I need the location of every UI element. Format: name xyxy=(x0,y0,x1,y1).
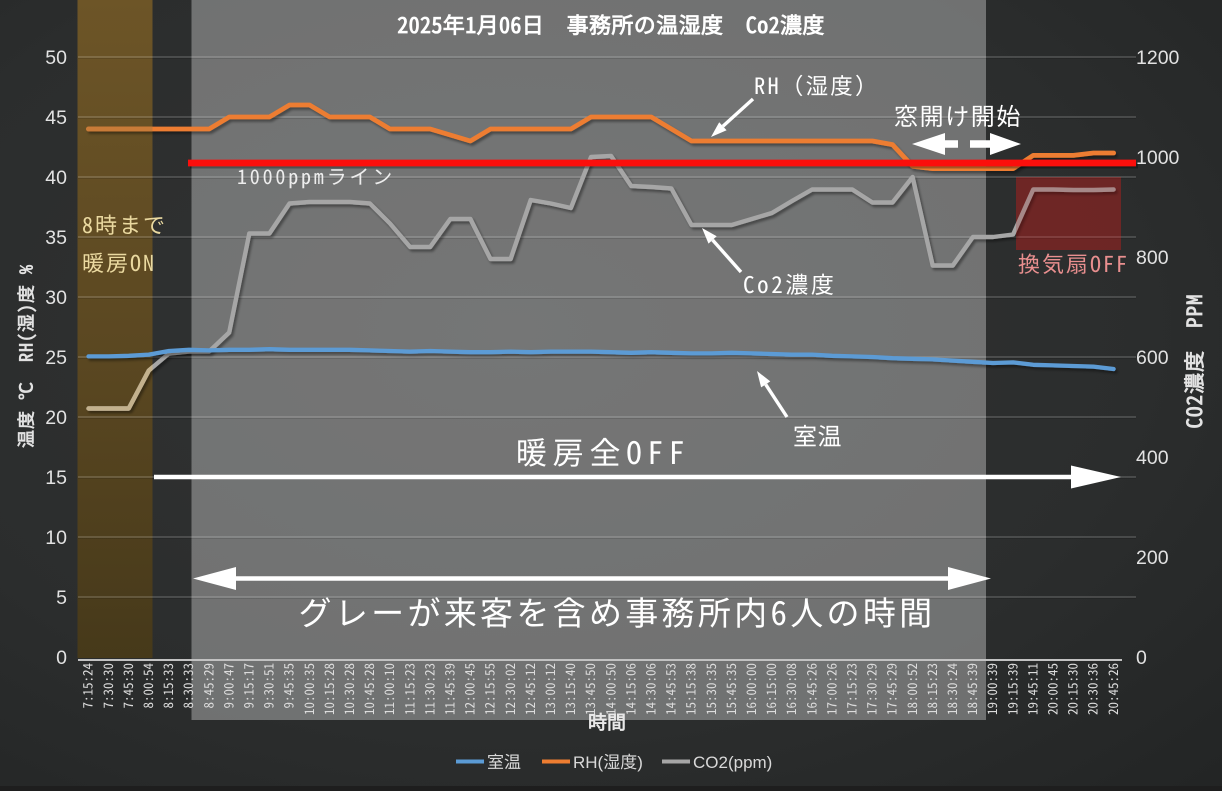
svg-text:1000ppmライン: 1000ppmライン xyxy=(237,161,395,190)
svg-text:600: 600 xyxy=(1136,347,1169,369)
svg-text:8:30:33: 8:30:33 xyxy=(178,663,197,709)
svg-text:13:00:12: 13:00:12 xyxy=(540,663,559,715)
svg-text:15:45:35: 15:45:35 xyxy=(721,663,740,715)
svg-text:13:45:50: 13:45:50 xyxy=(580,663,599,715)
svg-text:7:30:30: 7:30:30 xyxy=(98,663,117,709)
svg-text:9:45:35: 9:45:35 xyxy=(279,663,298,709)
svg-text:50: 50 xyxy=(45,47,67,69)
svg-text:10: 10 xyxy=(45,527,67,549)
svg-text:7:45:30: 7:45:30 xyxy=(118,663,137,709)
svg-text:14:30:06: 14:30:06 xyxy=(641,663,660,715)
svg-text:45: 45 xyxy=(45,107,67,129)
svg-text:暖房ON: 暖房ON xyxy=(82,246,156,278)
svg-text:20:45:26: 20:45:26 xyxy=(1103,663,1122,715)
svg-text:9:15:17: 9:15:17 xyxy=(239,663,258,709)
svg-text:グレーが来客を含め事務所内6人の時間: グレーが来客を含め事務所内6人の時間 xyxy=(299,587,936,635)
svg-text:窓開け開始: 窓開け開始 xyxy=(894,97,1022,132)
svg-text:15:15:38: 15:15:38 xyxy=(681,663,700,715)
svg-text:暖房全OFF: 暖房全OFF xyxy=(516,428,690,473)
svg-text:20:30:36: 20:30:36 xyxy=(1083,663,1102,715)
svg-text:17:45:29: 17:45:29 xyxy=(882,663,901,715)
svg-text:17:00:26: 17:00:26 xyxy=(821,663,840,715)
svg-text:9:30:51: 9:30:51 xyxy=(259,663,278,709)
svg-text:換気扇OFF: 換気扇OFF xyxy=(1018,247,1129,279)
svg-text:Co2濃度: Co2濃度 xyxy=(743,266,837,300)
svg-text:10:45:28: 10:45:28 xyxy=(359,663,378,715)
svg-text:14:45:53: 14:45:53 xyxy=(661,663,680,715)
svg-text:10:00:35: 10:00:35 xyxy=(299,663,318,715)
svg-text:1000: 1000 xyxy=(1136,147,1180,169)
svg-text:時間: 時間 xyxy=(588,708,626,735)
svg-text:11:45:39: 11:45:39 xyxy=(440,663,459,715)
svg-text:40: 40 xyxy=(45,167,67,189)
svg-text:11:00:10: 11:00:10 xyxy=(379,663,398,715)
svg-text:0: 0 xyxy=(1136,647,1147,669)
svg-text:35: 35 xyxy=(45,227,67,249)
svg-text:8:15:33: 8:15:33 xyxy=(158,663,177,709)
svg-text:12:30:02: 12:30:02 xyxy=(500,663,519,715)
svg-text:13:15:40: 13:15:40 xyxy=(560,663,579,715)
svg-text:17:15:23: 17:15:23 xyxy=(842,663,861,715)
svg-text:19:00:39: 19:00:39 xyxy=(982,663,1001,715)
svg-text:5: 5 xyxy=(56,587,67,609)
svg-text:20: 20 xyxy=(45,407,67,429)
svg-text:8:00:54: 8:00:54 xyxy=(138,663,157,709)
svg-text:RH(湿度): RH(湿度) xyxy=(573,753,643,772)
svg-text:7:15:24: 7:15:24 xyxy=(78,663,97,709)
svg-text:12:15:55: 12:15:55 xyxy=(480,663,499,715)
svg-text:19:15:39: 19:15:39 xyxy=(1002,663,1021,715)
svg-text:15:30:35: 15:30:35 xyxy=(701,663,720,715)
svg-text:19:45:11: 19:45:11 xyxy=(1022,663,1041,715)
svg-text:12:45:12: 12:45:12 xyxy=(520,663,539,715)
svg-text:20:00:45: 20:00:45 xyxy=(1043,663,1062,715)
svg-text:11:15:23: 11:15:23 xyxy=(399,663,418,715)
svg-text:30: 30 xyxy=(45,287,67,309)
svg-text:14:15:06: 14:15:06 xyxy=(620,663,639,715)
svg-text:14:00:50: 14:00:50 xyxy=(600,663,619,715)
svg-text:18:00:52: 18:00:52 xyxy=(902,663,921,715)
svg-text:室温: 室温 xyxy=(487,753,521,772)
svg-text:18:15:23: 18:15:23 xyxy=(922,663,941,715)
svg-text:200: 200 xyxy=(1136,547,1169,569)
svg-text:0: 0 xyxy=(56,647,67,669)
svg-text:8時まで: 8時まで xyxy=(82,208,167,240)
svg-text:800: 800 xyxy=(1136,247,1169,269)
svg-text:温度 ℃ RH(湿)度 %: 温度 ℃ RH(湿)度 % xyxy=(13,264,39,448)
svg-text:CO2(ppm): CO2(ppm) xyxy=(693,753,772,772)
svg-text:CO2濃度 PPM: CO2濃度 PPM xyxy=(1179,294,1209,429)
svg-text:RH（湿度）: RH（湿度） xyxy=(754,69,880,101)
svg-text:18:45:39: 18:45:39 xyxy=(962,663,981,715)
svg-text:1200: 1200 xyxy=(1136,47,1180,69)
svg-text:18:30:24: 18:30:24 xyxy=(942,663,961,716)
svg-text:9:00:47: 9:00:47 xyxy=(218,663,237,709)
svg-text:16:30:08: 16:30:08 xyxy=(781,663,800,715)
svg-text:16:15:00: 16:15:00 xyxy=(761,663,780,715)
svg-text:400: 400 xyxy=(1136,447,1169,469)
svg-text:11:30:23: 11:30:23 xyxy=(419,663,438,715)
svg-text:15: 15 xyxy=(45,467,67,489)
svg-text:25: 25 xyxy=(45,347,67,369)
svg-text:10:30:28: 10:30:28 xyxy=(339,663,358,715)
svg-text:8:45:29: 8:45:29 xyxy=(198,663,217,709)
svg-text:2025年1月06日 事務所の温湿度 Co2濃度: 2025年1月06日 事務所の温湿度 Co2濃度 xyxy=(397,8,825,40)
svg-text:12:00:45: 12:00:45 xyxy=(460,663,479,715)
svg-text:20:15:30: 20:15:30 xyxy=(1063,663,1082,715)
svg-text:16:00:00: 16:00:00 xyxy=(741,663,760,715)
svg-text:10:15:28: 10:15:28 xyxy=(319,663,338,715)
svg-text:17:30:29: 17:30:29 xyxy=(862,663,881,715)
svg-text:室温: 室温 xyxy=(793,417,842,452)
svg-text:16:45:26: 16:45:26 xyxy=(801,663,820,715)
